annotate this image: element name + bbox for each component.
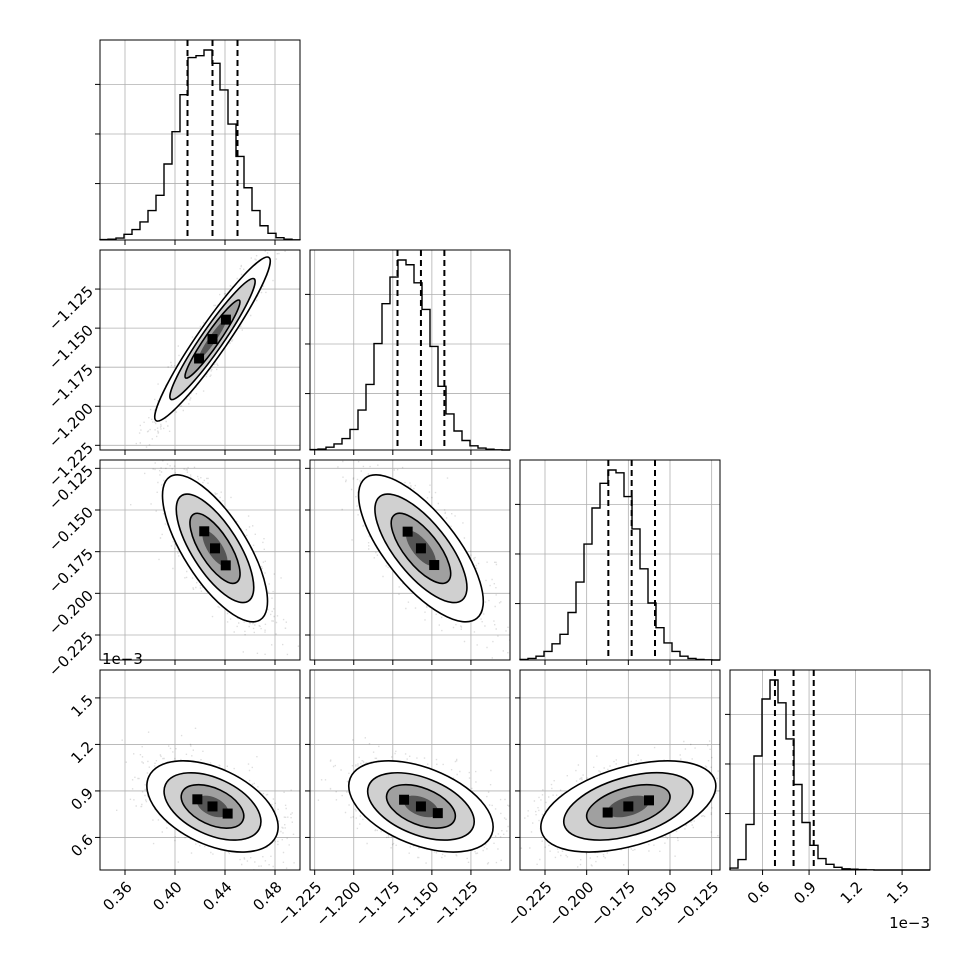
histogram-step xyxy=(309,259,510,451)
density-contour xyxy=(347,760,494,853)
frame-layer xyxy=(95,39,931,875)
density-core xyxy=(415,543,426,554)
density-contour xyxy=(163,771,262,841)
panel-frame xyxy=(99,459,301,661)
density-contour xyxy=(169,277,256,401)
density-core xyxy=(402,526,413,537)
pair-panel xyxy=(337,460,510,659)
density-contour xyxy=(189,512,241,585)
panel-frame xyxy=(729,669,931,871)
data-layer xyxy=(99,40,930,871)
density-core xyxy=(210,543,220,554)
panel-bg xyxy=(730,670,930,870)
panel-frame xyxy=(309,669,511,871)
density-core xyxy=(415,801,426,812)
y-tick-label: −0.225 xyxy=(45,628,97,680)
density-core xyxy=(192,794,203,805)
density-contour xyxy=(540,760,717,853)
density-core xyxy=(207,801,218,812)
panel-frame xyxy=(519,669,721,871)
x-tick-label: 0.36 xyxy=(99,878,135,914)
x-tick-label: 0.9 xyxy=(790,878,820,908)
density-contour xyxy=(562,771,694,841)
density-core xyxy=(643,795,654,806)
panel-frame xyxy=(519,459,721,661)
x-offset-label: 1e−3 xyxy=(889,914,930,932)
x-tick-label: 0.40 xyxy=(149,878,185,914)
density-contour xyxy=(385,783,457,829)
panel-bg xyxy=(100,40,300,240)
x-tick-label: 0.48 xyxy=(249,878,285,914)
x-tick-label: −0.225 xyxy=(504,878,556,930)
panel-frame xyxy=(99,39,301,241)
histogram-step xyxy=(99,49,301,241)
x-tick-label: 1.5 xyxy=(883,878,913,908)
density-contour xyxy=(374,493,468,604)
density-contour xyxy=(184,299,241,379)
x-tick-label: −0.200 xyxy=(545,878,597,930)
density-core xyxy=(194,353,205,364)
pair-panel xyxy=(135,250,286,448)
density-core xyxy=(432,808,443,819)
density-contour xyxy=(146,760,279,853)
density-core xyxy=(429,560,440,571)
pair-panel xyxy=(130,460,300,656)
density-contour xyxy=(585,783,671,829)
y-offset-label: 1e−3 xyxy=(102,650,143,668)
density-contour xyxy=(357,474,485,623)
pair-panel xyxy=(116,727,300,870)
density-core xyxy=(207,334,218,345)
y-tick-label: −0.200 xyxy=(45,587,97,639)
density-contour xyxy=(390,512,452,585)
density-contour xyxy=(180,783,245,829)
x-tick-label: 0.6 xyxy=(744,878,774,908)
density-core xyxy=(399,794,410,805)
density-contour xyxy=(175,493,255,604)
y-tick-label: 0.6 xyxy=(67,831,97,861)
density-core xyxy=(602,807,613,818)
y-tick-label: 1.2 xyxy=(67,738,97,768)
density-contour xyxy=(153,256,272,422)
x-tick-label: 0.44 xyxy=(199,878,235,914)
panel-frame xyxy=(309,459,511,661)
density-core xyxy=(222,808,233,819)
density-contour xyxy=(366,771,476,841)
y-tick-label: 1.5 xyxy=(67,691,97,721)
pair-panel xyxy=(317,737,510,865)
y-tick-label: −0.150 xyxy=(45,503,97,555)
panel-frame xyxy=(99,249,301,451)
x-tick-label: −0.150 xyxy=(629,878,681,930)
histogram-step xyxy=(519,469,720,661)
panel-bg xyxy=(310,250,510,450)
x-tick-label: 1.2 xyxy=(837,878,867,908)
density-contour xyxy=(161,474,269,623)
density-core xyxy=(199,526,210,537)
density-core xyxy=(220,314,231,325)
panel-frame xyxy=(99,669,301,871)
density-core xyxy=(623,801,634,812)
y-tick-label: −0.175 xyxy=(45,545,97,597)
density-core xyxy=(220,560,231,571)
x-tick-label: −0.125 xyxy=(670,878,722,930)
pair-panel xyxy=(520,740,720,868)
panel-bg xyxy=(520,460,720,660)
panel-frame xyxy=(309,249,511,451)
x-tick-label: −0.175 xyxy=(587,878,639,930)
y-tick-label: 0.9 xyxy=(67,784,97,814)
